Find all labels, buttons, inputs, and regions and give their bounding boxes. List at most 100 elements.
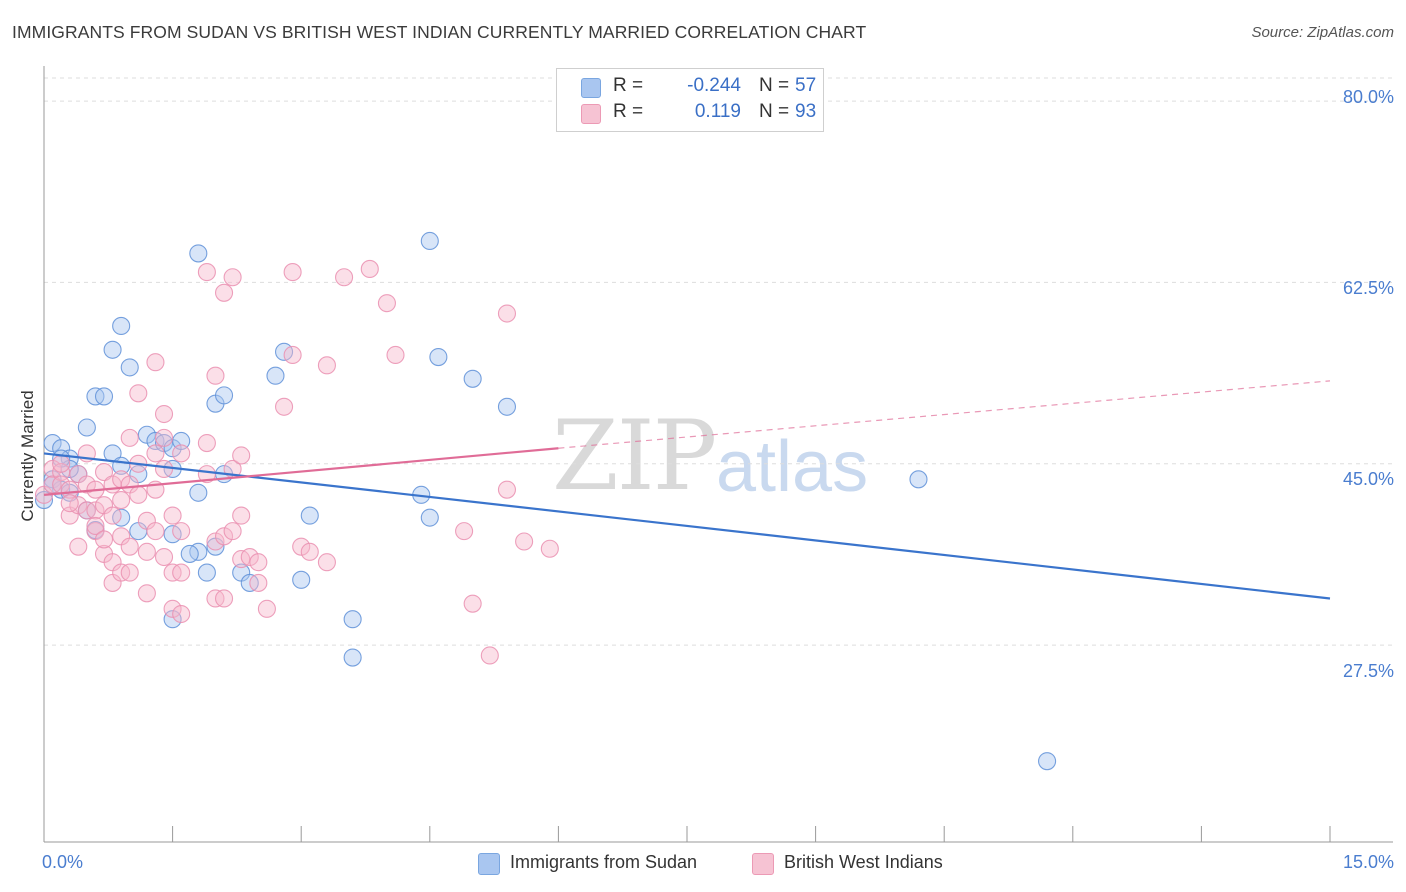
sudan-point: [1038, 752, 1057, 771]
bwi-point: [249, 553, 268, 572]
bwi-point: [94, 530, 114, 549]
bwi-point: [232, 446, 251, 465]
x-tick-label-min: 0.0%: [42, 852, 84, 872]
bwi-point: [455, 522, 474, 541]
legend-swatch-blue: [581, 78, 601, 98]
bwi-point: [137, 542, 156, 561]
n-value: 93: [795, 101, 817, 122]
legend-swatch-blue: [478, 853, 500, 875]
bwi-point: [497, 304, 517, 323]
legend-label-bwi: British West Indians: [784, 852, 943, 872]
y-axis-title: Currently Married: [18, 390, 37, 522]
bwi-point: [154, 547, 174, 567]
watermark-zip: ZIP: [552, 400, 717, 512]
bwi-point: [292, 537, 311, 556]
sudan-point: [34, 490, 54, 510]
bwi-point: [214, 283, 234, 302]
bwi-point: [386, 345, 405, 365]
bwi-point: [60, 494, 79, 513]
bwi-point: [154, 428, 174, 447]
r-label: R =: [613, 75, 644, 96]
sudan-point: [420, 508, 439, 527]
bwi-point: [214, 589, 234, 608]
sudan-point: [429, 347, 448, 367]
bwi-point: [300, 542, 319, 561]
bwi-point: [112, 490, 131, 510]
y-tick-label-45: 45.0%: [1342, 469, 1394, 489]
n-value: 57: [795, 75, 817, 96]
bwi-point: [214, 527, 234, 546]
bwi-point: [377, 294, 396, 313]
bwi-point: [317, 356, 336, 375]
bwi-point: [540, 539, 559, 558]
bwi-point: [154, 459, 174, 479]
bwi-point: [197, 433, 216, 453]
watermark-atlas: atlas: [716, 427, 869, 507]
sudan-point: [180, 544, 199, 563]
bwi-point: [283, 345, 302, 365]
bwi-point: [275, 397, 294, 416]
bwi-point: [69, 537, 88, 556]
sudan-point: [172, 431, 191, 451]
bwi-point: [240, 547, 259, 567]
bwi-point: [103, 506, 122, 525]
bwi-point: [223, 522, 242, 541]
bwi-point: [86, 501, 105, 520]
bwi-trend-line: [43, 447, 559, 496]
bwi-point: [283, 263, 302, 282]
bwi-point: [206, 366, 225, 385]
bwi-point: [129, 485, 148, 504]
bwi-point: [154, 404, 174, 424]
bwi-point: [515, 532, 534, 551]
bwi-trend-extension: [558, 380, 1331, 449]
bwi-point: [129, 384, 148, 403]
bwi-point: [223, 268, 242, 287]
bwi-point: [480, 646, 499, 665]
sudan-point: [103, 340, 122, 359]
bwi-point: [94, 463, 114, 482]
bwi-point: [137, 584, 156, 603]
sudan-point: [197, 563, 216, 582]
sudan-point: [463, 369, 482, 388]
n-label: N =: [759, 101, 790, 122]
bwi-point: [497, 480, 517, 499]
sudan-point: [343, 648, 362, 667]
sudan-point: [189, 483, 208, 502]
bwi-point: [146, 353, 165, 372]
sudan-point: [343, 610, 362, 629]
legend-swatch-pink: [752, 853, 774, 875]
sudan-point: [77, 418, 96, 437]
bwi-point: [86, 516, 105, 535]
n-label: N =: [759, 75, 790, 96]
sudan-point: [300, 506, 319, 525]
sudan-point: [292, 570, 311, 589]
bwi-point: [52, 454, 71, 473]
bwi-point: [172, 522, 191, 541]
bwi-point: [257, 599, 276, 618]
sudan-point: [94, 387, 114, 406]
y-tick-label-62-5: 62.5%: [1342, 278, 1394, 298]
r-value: -0.244: [687, 75, 741, 96]
x-tick-label-max: 15.0%: [1342, 852, 1394, 872]
bwi-point: [146, 522, 165, 541]
sudan-point: [214, 386, 234, 405]
bwi-point: [146, 444, 165, 463]
sudan-point: [120, 358, 139, 377]
bwi-point: [172, 444, 191, 463]
bwi-point: [249, 573, 268, 592]
bwi-point: [172, 563, 191, 582]
sudan-point: [189, 244, 208, 263]
chart-title: IMMIGRANTS FROM SUDAN VS BRITISH WEST IN…: [12, 22, 867, 42]
bwi-point: [120, 537, 139, 556]
sudan-point: [497, 397, 517, 416]
bwi-point: [335, 268, 354, 287]
bwi-point: [463, 594, 482, 613]
bwi-point: [163, 506, 182, 525]
correlation-legend: R = -0.244 N = 57 R = 0.119 N = 93: [556, 68, 824, 132]
sudan-point: [163, 610, 182, 629]
r-label: R =: [613, 101, 644, 122]
y-tick-label-27-5: 27.5%: [1342, 661, 1394, 681]
sudan-point: [112, 316, 131, 336]
bwi-point: [163, 599, 182, 618]
